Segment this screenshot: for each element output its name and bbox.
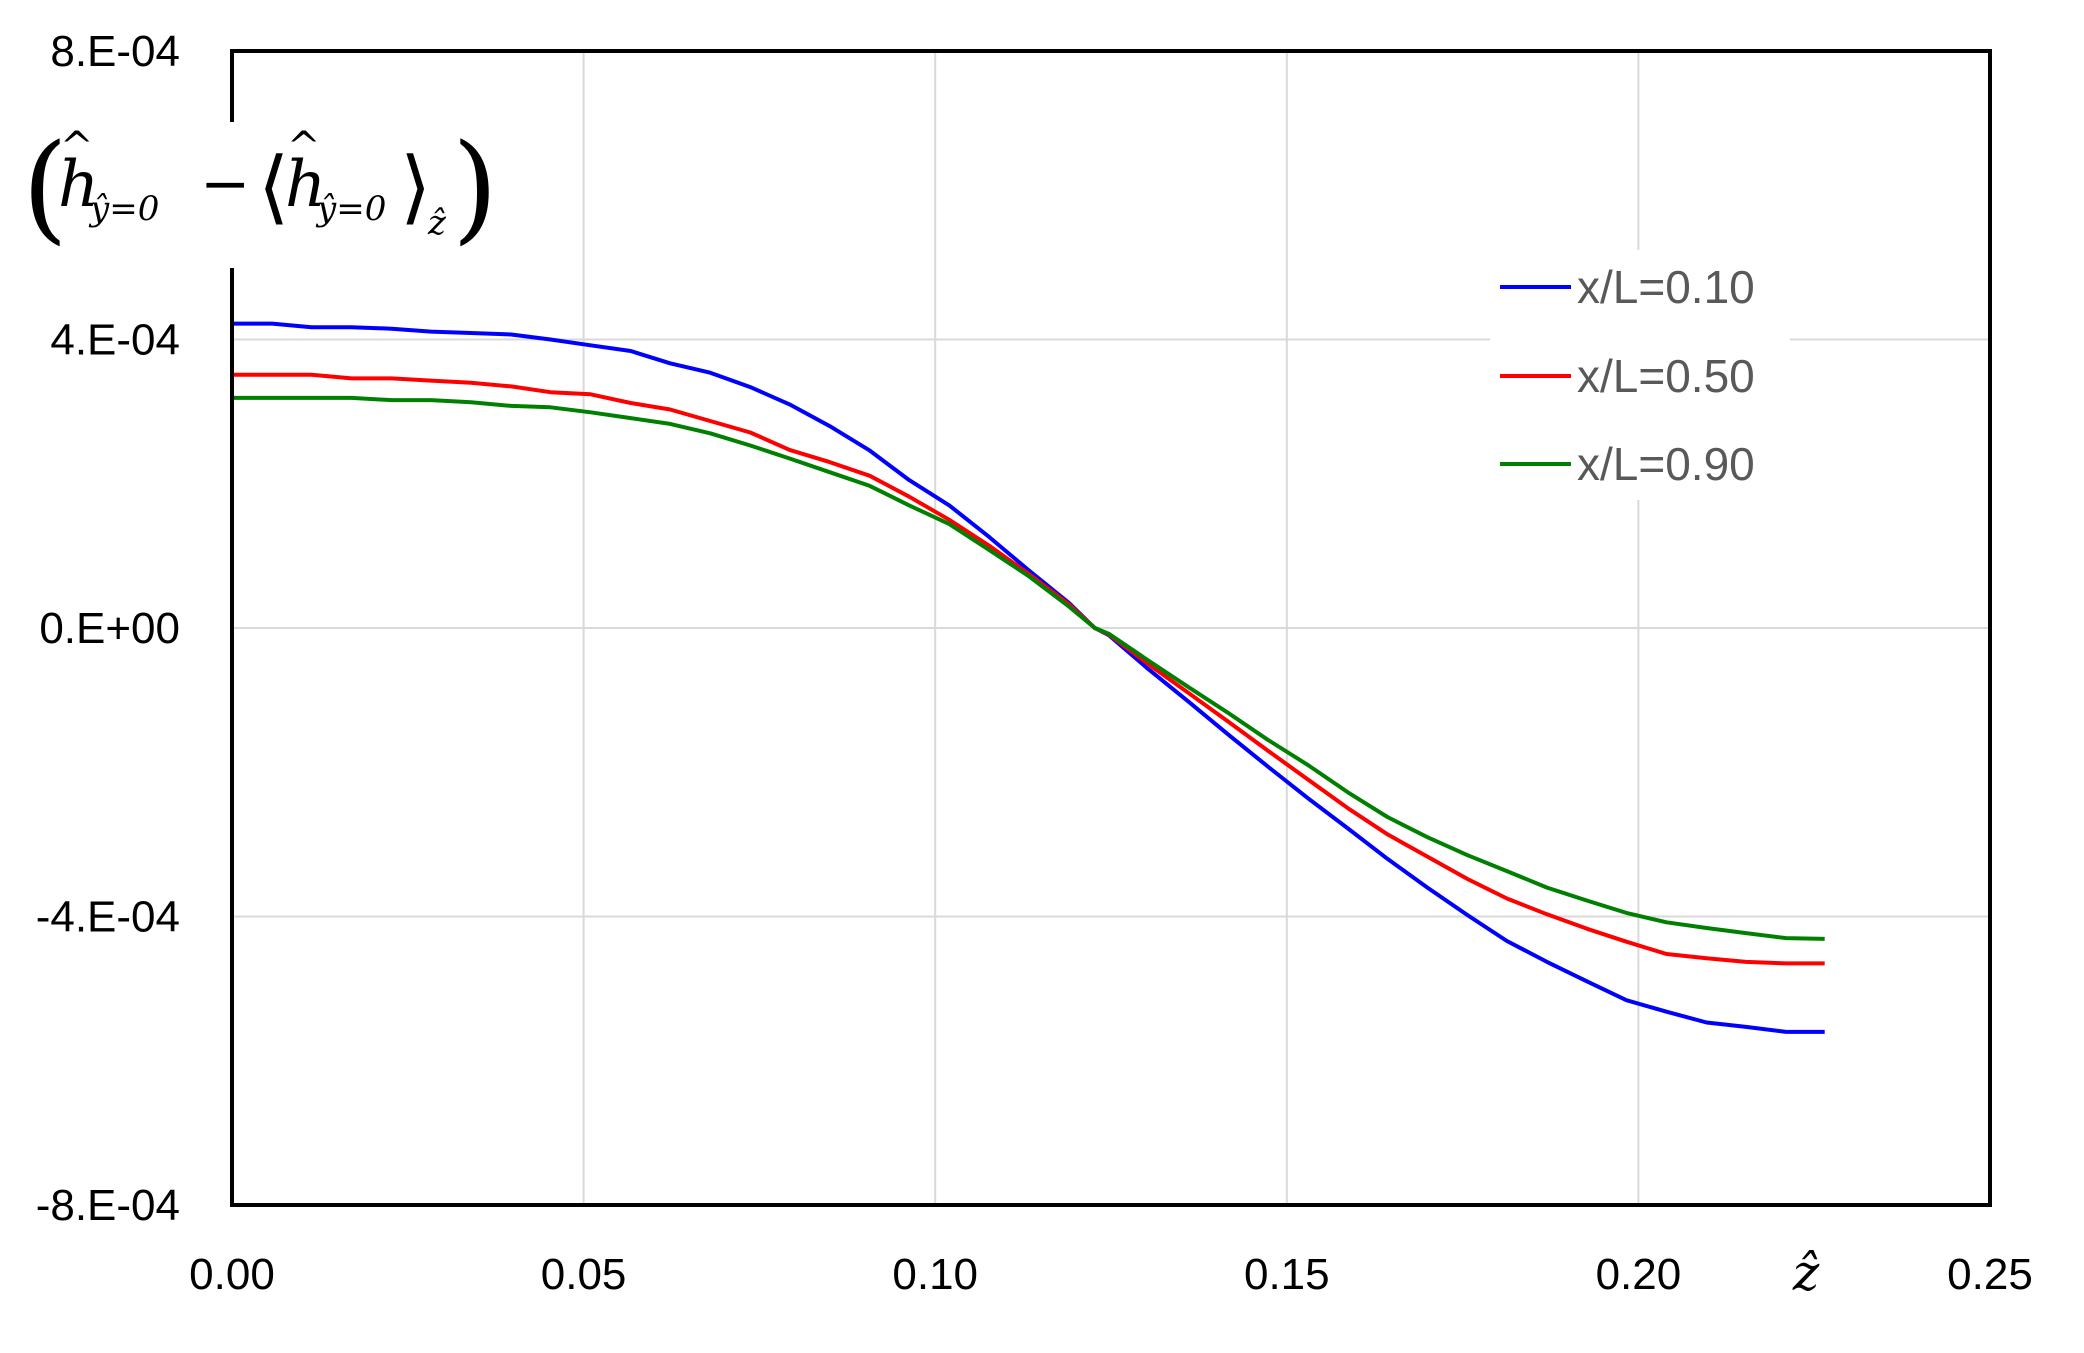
y-label-rangle: ⟩ bbox=[400, 140, 431, 233]
x-axis-label: ẑ bbox=[1792, 1244, 1820, 1302]
legend-label: x/L=0.50 bbox=[1577, 350, 1755, 402]
plot-frame bbox=[230, 49, 1992, 1207]
y-label-h2: h bbox=[285, 148, 326, 222]
y-tick-label: 0.E+00 bbox=[39, 604, 180, 653]
legend-item: x/L=0.50 bbox=[1500, 350, 1755, 402]
legend-label: x/L=0.90 bbox=[1577, 438, 1755, 490]
y-tick-label: 4.E-04 bbox=[50, 316, 180, 365]
legend-label: x/L=0.10 bbox=[1577, 261, 1755, 313]
y-tick-label: 8.E-04 bbox=[50, 27, 180, 76]
y-label-hat2: ^ bbox=[287, 124, 321, 170]
x-tick-label: 0.25 bbox=[1947, 1250, 2033, 1299]
legend-item: x/L=0.10 bbox=[1500, 261, 1755, 313]
x-axis-ticks: 0.00 0.05 0.10 0.15 0.20 0.25 bbox=[189, 1250, 2033, 1299]
gridlines bbox=[232, 51, 1990, 1205]
y-label-minus: − bbox=[200, 149, 250, 219]
legend: x/L=0.10 x/L=0.50 x/L=0.90 bbox=[1490, 250, 1790, 500]
plot-border bbox=[230, 49, 1992, 1207]
y-label-avg-sub: ẑ bbox=[427, 203, 447, 243]
x-tick-label: 0.10 bbox=[892, 1250, 978, 1299]
y-label-hat: ^ bbox=[60, 124, 94, 170]
y-axis-label: ( h ^ ŷ=0 − ⟨ h ^ ŷ=0 ⟩ ẑ ) bbox=[14, 118, 498, 268]
y-axis-ticks: 8.E-04 4.E-04 0.E+00 -4.E-04 -8.E-04 bbox=[36, 27, 180, 1230]
x-tick-label: 0.20 bbox=[1596, 1250, 1682, 1299]
y-label-sub: ŷ=0 bbox=[88, 189, 159, 229]
y-label-langle: ⟨ bbox=[258, 140, 289, 233]
y-tick-label: -4.E-04 bbox=[36, 893, 180, 942]
y-tick-label: -8.E-04 bbox=[36, 1181, 180, 1230]
data-series bbox=[232, 321, 1825, 1034]
y-label-close-paren: ) bbox=[452, 118, 498, 256]
y-label-open-paren: ( bbox=[22, 118, 68, 256]
y-label-h: h bbox=[58, 148, 99, 222]
series-line bbox=[232, 395, 1825, 941]
y-label-sub2: ŷ=0 bbox=[315, 189, 386, 229]
legend-item: x/L=0.90 bbox=[1500, 438, 1755, 490]
x-tick-label: 0.05 bbox=[541, 1250, 627, 1299]
x-tick-label: 0.00 bbox=[189, 1250, 275, 1299]
x-tick-label: 0.15 bbox=[1244, 1250, 1330, 1299]
